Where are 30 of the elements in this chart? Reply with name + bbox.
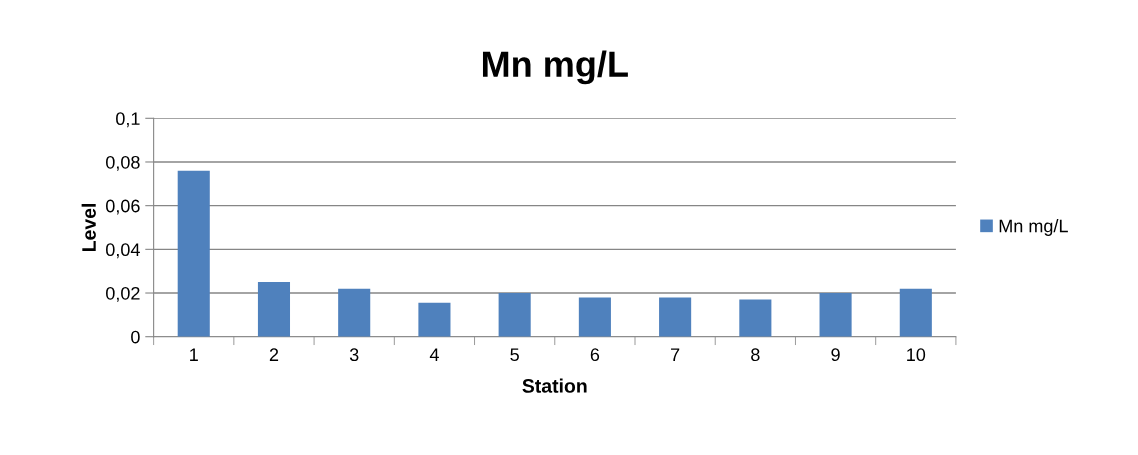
y-tick-label: 0,1: [116, 112, 140, 128]
bar: [578, 297, 611, 337]
bar: [418, 302, 451, 337]
y-tick-label: 0,08: [106, 155, 140, 171]
x-tick-label: 10: [907, 348, 926, 362]
bar: [338, 288, 371, 337]
bar: [659, 297, 692, 337]
bar: [257, 282, 291, 337]
y-tick-label: 0: [131, 330, 140, 344]
x-tick-label: 9: [831, 348, 840, 362]
bar: [819, 293, 852, 337]
bar: [739, 299, 772, 337]
x-tick-label: 6: [590, 348, 600, 362]
x-tick-label: 3: [349, 348, 359, 362]
x-tick-label: 4: [429, 348, 439, 361]
y-tick-label: 0,06: [106, 199, 140, 215]
x-tick-label: 7: [671, 348, 680, 361]
y-tick-label: 0,04: [106, 243, 140, 259]
legend-label: Mn mg/L: [999, 219, 1068, 236]
x-tick-label: 5: [510, 348, 519, 362]
x-tick-label: 8: [751, 348, 760, 362]
x-tick-label: 1: [190, 348, 198, 361]
x-axis-title: Station: [522, 378, 587, 393]
x-tick-label: 2: [269, 348, 279, 361]
y-tick-label: 0,02: [106, 286, 140, 302]
bar: [177, 170, 210, 337]
chart-title: Mn mg/L: [482, 50, 628, 85]
bar: [498, 293, 531, 337]
y-axis-title: Level: [81, 204, 96, 252]
bar: [899, 288, 932, 337]
